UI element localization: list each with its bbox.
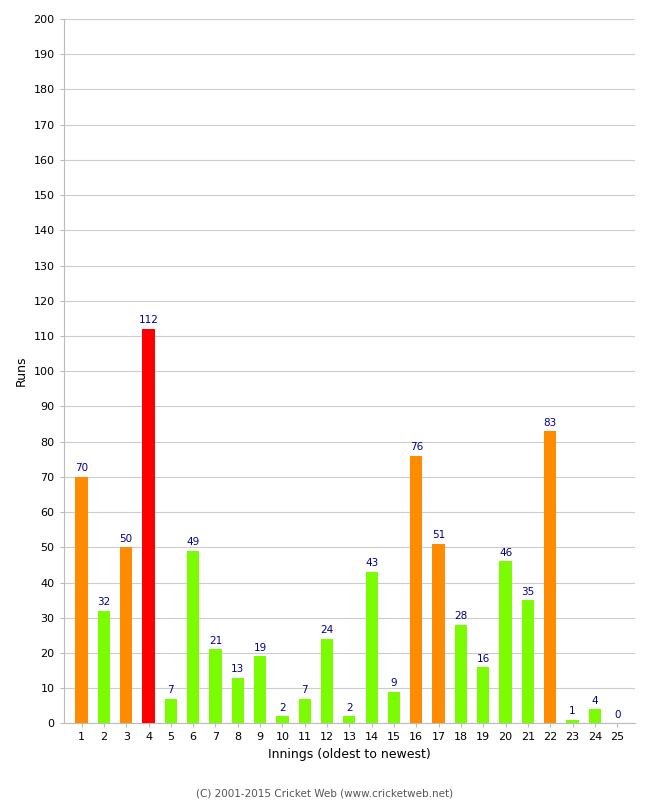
Text: 24: 24 [320, 626, 333, 635]
Bar [142, 329, 155, 723]
Text: 16: 16 [476, 654, 490, 663]
Text: 46: 46 [499, 548, 512, 558]
Text: 28: 28 [454, 611, 467, 622]
Bar [187, 551, 200, 723]
Text: 83: 83 [543, 418, 557, 427]
X-axis label: Innings (oldest to newest): Innings (oldest to newest) [268, 748, 431, 761]
Bar [209, 650, 222, 723]
Bar [298, 698, 311, 723]
Text: 112: 112 [138, 315, 159, 326]
Bar [75, 477, 88, 723]
Bar [388, 692, 400, 723]
Bar [365, 572, 378, 723]
Bar [98, 610, 110, 723]
Text: 35: 35 [521, 586, 534, 597]
Text: 51: 51 [432, 530, 445, 540]
Text: 2: 2 [346, 703, 353, 713]
Bar [477, 667, 489, 723]
Text: (C) 2001-2015 Cricket Web (www.cricketweb.net): (C) 2001-2015 Cricket Web (www.cricketwe… [196, 788, 454, 798]
Bar [410, 456, 422, 723]
Bar [343, 716, 356, 723]
Text: 76: 76 [410, 442, 423, 452]
Y-axis label: Runs: Runs [15, 356, 28, 386]
Bar [164, 698, 177, 723]
Bar [499, 562, 512, 723]
Bar [120, 547, 133, 723]
Text: 70: 70 [75, 463, 88, 474]
Bar [231, 678, 244, 723]
Bar [589, 710, 601, 723]
Text: 43: 43 [365, 558, 378, 569]
Text: 2: 2 [279, 703, 286, 713]
Bar [544, 431, 556, 723]
Bar [566, 720, 578, 723]
Text: 19: 19 [254, 643, 266, 653]
Bar [321, 639, 333, 723]
Text: 13: 13 [231, 664, 244, 674]
Text: 4: 4 [592, 696, 598, 706]
Text: 21: 21 [209, 636, 222, 646]
Text: 49: 49 [187, 538, 200, 547]
Text: 32: 32 [98, 597, 111, 607]
Text: 50: 50 [120, 534, 133, 544]
Bar [522, 600, 534, 723]
Text: 0: 0 [614, 710, 620, 720]
Text: 1: 1 [569, 706, 576, 716]
Bar [455, 625, 467, 723]
Bar [432, 544, 445, 723]
Bar [254, 657, 266, 723]
Bar [276, 716, 289, 723]
Text: 7: 7 [168, 686, 174, 695]
Text: 9: 9 [391, 678, 397, 688]
Text: 7: 7 [302, 686, 308, 695]
